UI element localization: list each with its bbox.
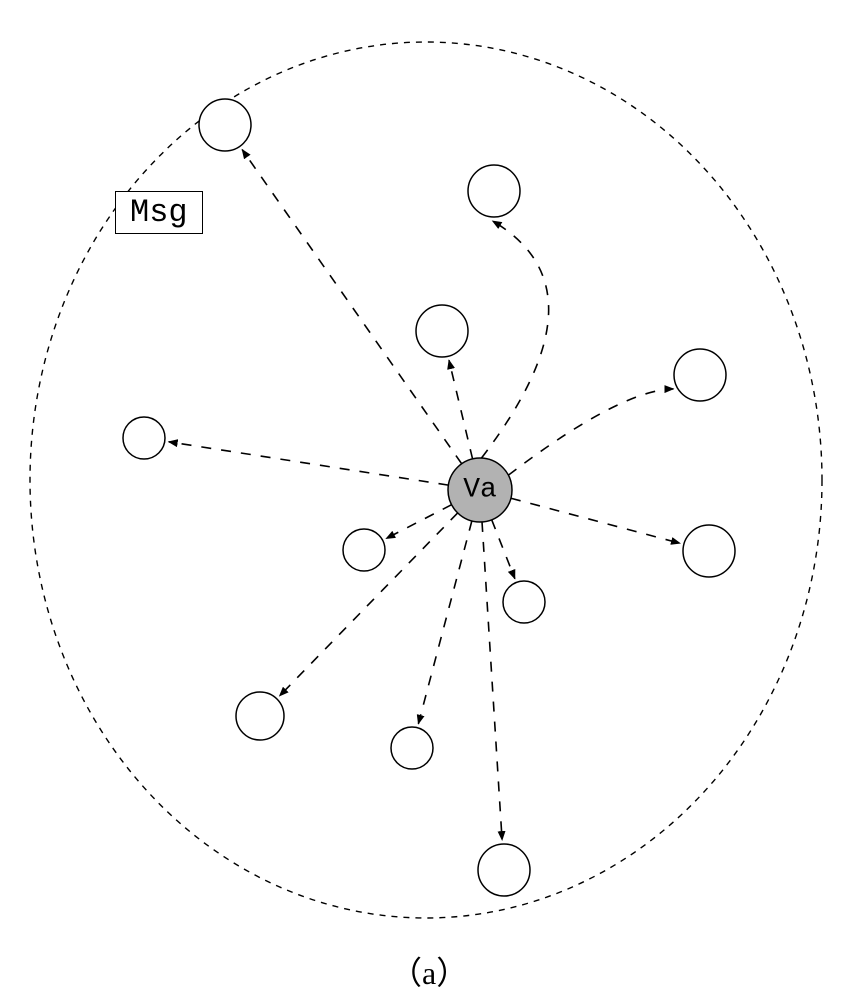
boundary-ellipse [30, 42, 822, 918]
outer-node [674, 349, 726, 401]
figure-caption: （a） [390, 948, 468, 994]
outer-node [416, 305, 468, 357]
outer-node [199, 99, 251, 151]
edge [449, 360, 473, 459]
network-diagram: Va Msg （a） [0, 0, 844, 1000]
nodes-group [123, 99, 735, 896]
outer-node [391, 727, 433, 769]
edge [418, 521, 471, 724]
center-node-label: Va [463, 475, 497, 506]
edge [169, 442, 449, 485]
msg-label-box: Msg [115, 191, 203, 234]
outer-node [503, 581, 545, 623]
edge [386, 505, 451, 539]
outer-node [478, 844, 530, 896]
edge [508, 389, 673, 475]
outer-node [683, 525, 735, 577]
center-node: Va [448, 458, 512, 522]
edge [492, 520, 515, 579]
outer-node [468, 165, 520, 217]
edge [511, 498, 680, 543]
edge [481, 221, 548, 458]
outer-node [123, 417, 165, 459]
edge [482, 522, 502, 840]
diagram-svg: Va [0, 0, 844, 1000]
figure-caption-text: （a） [390, 955, 468, 991]
edge [242, 150, 461, 464]
outer-node [236, 692, 284, 740]
outer-node [343, 529, 385, 571]
msg-label-text: Msg [130, 194, 188, 231]
